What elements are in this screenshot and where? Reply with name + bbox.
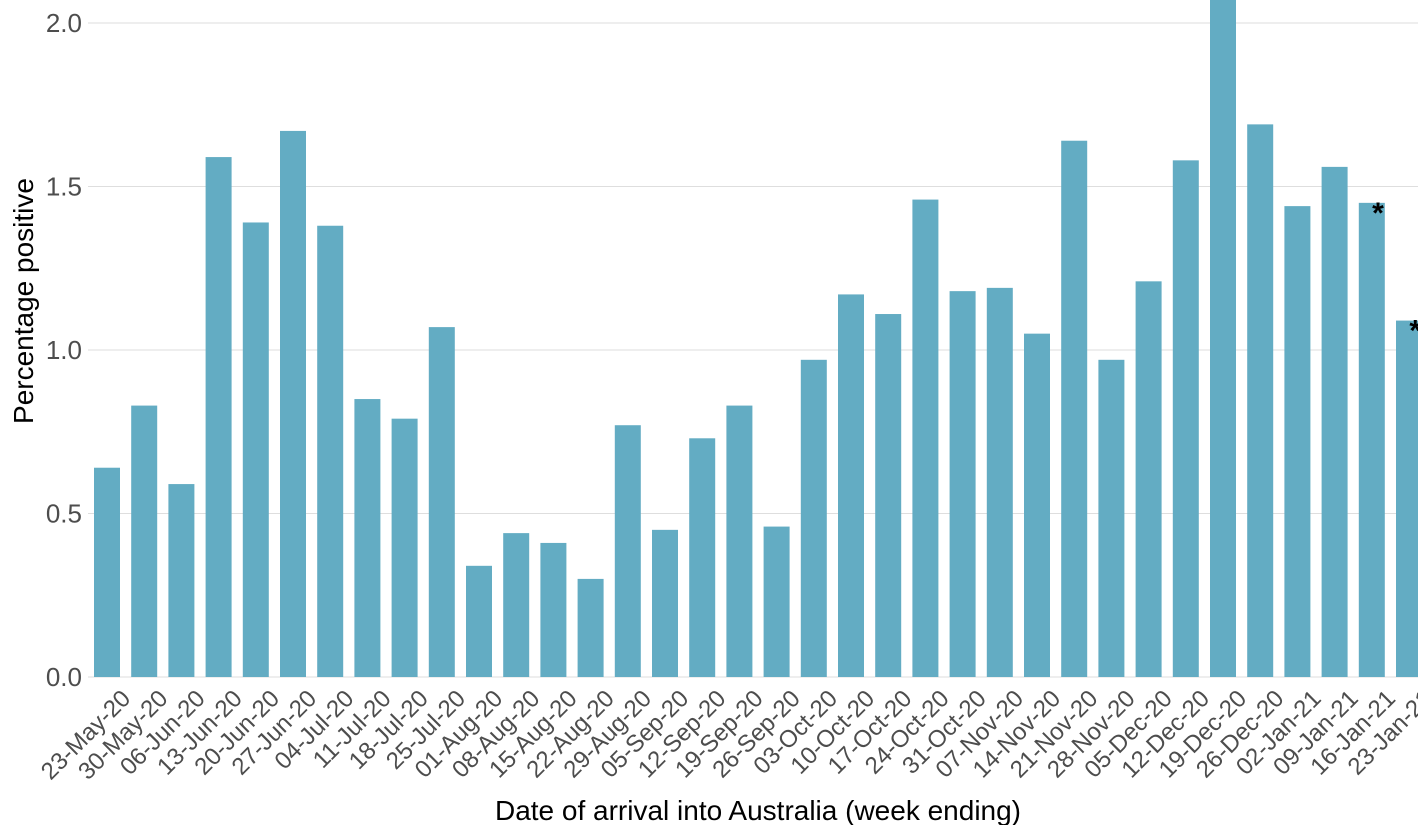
bar [689,438,716,677]
bar [949,291,976,677]
bar [428,327,455,677]
x-axis-ticks: 23-May-2030-May-2006-Jun-2013-Jun-2020-J… [36,685,1418,785]
bar [1210,0,1236,677]
bar [614,425,641,677]
bar [1024,333,1050,677]
bar [1284,206,1311,677]
bar [168,484,195,677]
annotations: ** [1372,197,1418,348]
bar [1098,359,1125,677]
annotation-asterisk: * [1372,197,1384,230]
bar [242,222,269,677]
bar [1321,166,1348,677]
bar [1358,202,1385,677]
bar [838,294,864,677]
bar [800,359,827,677]
bar [1172,160,1199,677]
y-tick-label: 0.5 [46,499,82,529]
bar [317,225,344,677]
y-axis-ticks: 0.0 0.5 1.0 1.5 2.0 [46,8,82,692]
bar [1061,140,1088,677]
y-tick-label: 1.0 [46,335,82,365]
bar [1135,281,1162,677]
bar [1396,320,1418,677]
bar [540,542,567,677]
bar [875,314,902,677]
bar [763,526,790,677]
x-axis-title: Date of arrival into Australia (week end… [495,795,1021,825]
bar [391,418,418,677]
bar [912,199,939,677]
bar [1247,124,1274,677]
bar [726,405,753,677]
bars [94,0,1418,677]
bar [205,157,232,677]
bar [503,533,530,677]
y-tick-label: 2.0 [46,8,82,38]
bar [652,529,678,677]
bar [577,578,604,677]
y-tick-label: 0.0 [46,662,82,692]
bar [354,399,381,677]
annotation-asterisk: * [1409,315,1418,348]
bar [94,467,120,677]
y-axis-title: Percentage positive [8,178,39,424]
bar [280,130,306,677]
bar [466,565,492,677]
y-tick-label: 1.5 [46,172,82,202]
bar [131,405,158,677]
bar [986,287,1013,677]
